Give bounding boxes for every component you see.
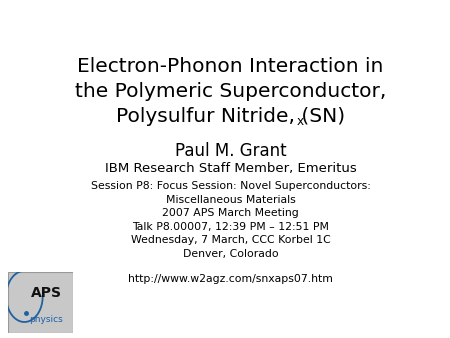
Text: Wednesday, 7 March, CCC Korbel 1C: Wednesday, 7 March, CCC Korbel 1C	[131, 236, 330, 245]
Text: Electron-Phonon Interaction in: Electron-Phonon Interaction in	[77, 57, 384, 76]
Text: Polysulfur Nitride, (SN): Polysulfur Nitride, (SN)	[116, 106, 345, 125]
Text: Miscellaneous Materials: Miscellaneous Materials	[166, 195, 296, 205]
Text: APS: APS	[31, 286, 62, 300]
Text: http://www.w2agz.com/snxaps07.htm: http://www.w2agz.com/snxaps07.htm	[128, 274, 333, 284]
Text: the Polymeric Superconductor,: the Polymeric Superconductor,	[75, 82, 386, 101]
Text: physics: physics	[29, 315, 63, 324]
Text: IBM Research Staff Member, Emeritus: IBM Research Staff Member, Emeritus	[105, 162, 356, 175]
Text: x: x	[296, 115, 303, 128]
Text: 2007 APS March Meeting: 2007 APS March Meeting	[162, 208, 299, 218]
Text: Session P8: Focus Session: Novel Superconductors:: Session P8: Focus Session: Novel Superco…	[91, 181, 370, 191]
FancyBboxPatch shape	[8, 272, 73, 333]
Text: Denver, Colorado: Denver, Colorado	[183, 249, 279, 259]
Text: Talk P8.00007, 12:39 PM – 12:51 PM: Talk P8.00007, 12:39 PM – 12:51 PM	[132, 222, 329, 232]
Text: Paul M. Grant: Paul M. Grant	[175, 142, 287, 160]
